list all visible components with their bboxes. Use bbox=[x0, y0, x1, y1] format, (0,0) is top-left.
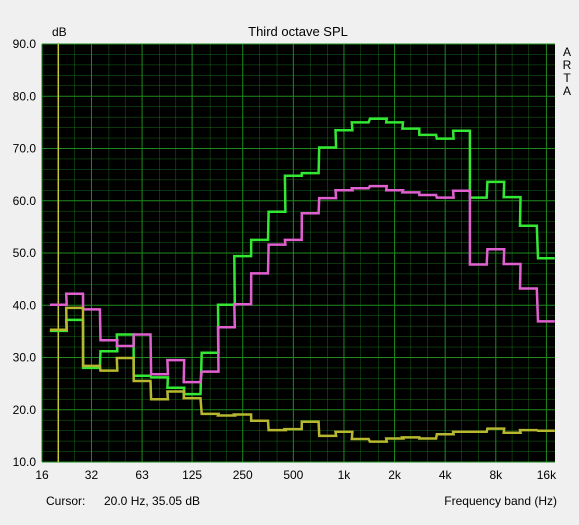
side-label-letter: A bbox=[563, 45, 571, 59]
y-tick-label: 10.0 bbox=[13, 455, 37, 469]
frequency-band-label: Frequency band (Hz) bbox=[444, 494, 557, 508]
side-label-letter: T bbox=[563, 71, 571, 85]
y-tick-label: 50.0 bbox=[13, 246, 37, 260]
series-line-2 bbox=[49, 184, 555, 384]
bottom-strip bbox=[0, 512, 579, 525]
x-tick-label: 16k bbox=[537, 468, 557, 482]
x-tick-label: 8k bbox=[489, 468, 503, 482]
y-tick-label: 30.0 bbox=[13, 351, 37, 365]
y-tick-label: 40.0 bbox=[13, 298, 37, 312]
status-bar: Cursor: 20.0 Hz, 35.05 dB Frequency band… bbox=[0, 490, 579, 512]
y-tick-label: 60.0 bbox=[13, 194, 37, 208]
x-tick-label: 16 bbox=[35, 468, 49, 482]
series-layer bbox=[49, 117, 555, 443]
chart-title: Third octave SPL bbox=[248, 24, 348, 39]
y-tick-label: 80.0 bbox=[13, 89, 37, 103]
y-tick-label: 70.0 bbox=[13, 142, 37, 156]
x-tick-label: 32 bbox=[85, 468, 99, 482]
cursor-label: Cursor: bbox=[46, 494, 86, 508]
cursor-readout: 20.0 Hz, 35.05 dB bbox=[104, 494, 201, 508]
chart: dB Third octave SPL 90.0 80.0 70.0 60.0 50.0… bbox=[13, 24, 572, 482]
x-tick-label: 1k bbox=[338, 468, 352, 482]
series-line-3 bbox=[49, 306, 555, 443]
x-tick-label: 250 bbox=[233, 468, 253, 482]
side-label-letter: R bbox=[563, 58, 572, 72]
x-tick-label: 4k bbox=[439, 468, 453, 482]
x-tick-label: 2k bbox=[388, 468, 402, 482]
x-tick-label: 125 bbox=[182, 468, 202, 482]
x-tick-labels: 16 32 63 125 250 500 1k 2k 4k 8k 16k bbox=[35, 468, 557, 482]
side-label-letter: A bbox=[563, 84, 571, 98]
y-axis-label: dB bbox=[52, 25, 67, 39]
y-tick-label: 90.0 bbox=[13, 37, 37, 51]
grid bbox=[41, 43, 555, 463]
y-tick-label: 20.0 bbox=[13, 403, 37, 417]
x-tick-label: 63 bbox=[135, 468, 149, 482]
x-tick-label: 500 bbox=[283, 468, 303, 482]
y-tick-labels: 90.0 80.0 70.0 60.0 50.0 40.0 30.0 20.0 10.0 bbox=[13, 37, 37, 469]
